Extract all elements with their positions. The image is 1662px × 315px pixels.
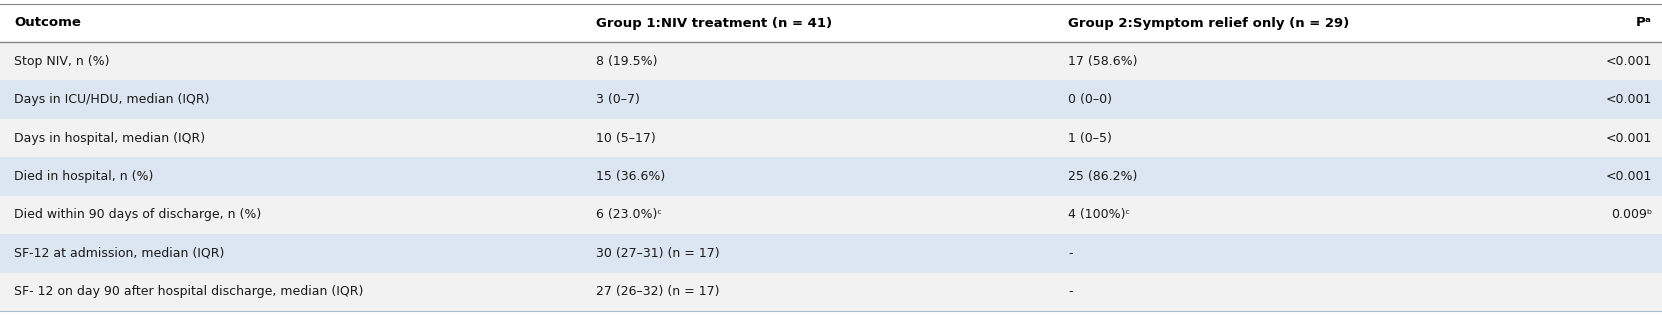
Text: 30 (27–31) (n = 17): 30 (27–31) (n = 17) <box>597 247 720 260</box>
Text: <0.001: <0.001 <box>1605 132 1652 145</box>
Text: 0 (0–0): 0 (0–0) <box>1069 93 1112 106</box>
Bar <box>0 234 1662 272</box>
Text: 17 (58.6%): 17 (58.6%) <box>1069 55 1137 68</box>
Text: 8 (19.5%): 8 (19.5%) <box>597 55 658 68</box>
Bar <box>0 272 1662 311</box>
Bar <box>0 196 1662 234</box>
Text: 0.009ᵇ: 0.009ᵇ <box>1610 209 1652 221</box>
Text: 27 (26–32) (n = 17): 27 (26–32) (n = 17) <box>597 285 720 298</box>
Bar <box>0 80 1662 119</box>
Text: -: - <box>1069 247 1072 260</box>
Text: <0.001: <0.001 <box>1605 93 1652 106</box>
Text: Died within 90 days of discharge, n (%): Died within 90 days of discharge, n (%) <box>13 209 261 221</box>
Text: Stop NIV, n (%): Stop NIV, n (%) <box>13 55 110 68</box>
Text: Died in hospital, n (%): Died in hospital, n (%) <box>13 170 153 183</box>
Text: Days in ICU/HDU, median (IQR): Days in ICU/HDU, median (IQR) <box>13 93 209 106</box>
Text: Days in hospital, median (IQR): Days in hospital, median (IQR) <box>13 132 204 145</box>
Text: <0.001: <0.001 <box>1605 55 1652 68</box>
Bar <box>0 42 1662 80</box>
Text: SF- 12 on day 90 after hospital discharge, median (IQR): SF- 12 on day 90 after hospital discharg… <box>13 285 364 298</box>
Bar <box>0 157 1662 196</box>
Text: 25 (86.2%): 25 (86.2%) <box>1069 170 1137 183</box>
Text: 3 (0–7): 3 (0–7) <box>597 93 640 106</box>
Text: -: - <box>1069 285 1072 298</box>
Text: <0.001: <0.001 <box>1605 170 1652 183</box>
Text: 1 (0–5): 1 (0–5) <box>1069 132 1112 145</box>
Text: Outcome: Outcome <box>13 16 81 30</box>
Text: Group 2:Symptom relief only (n = 29): Group 2:Symptom relief only (n = 29) <box>1069 16 1350 30</box>
Bar <box>0 4 1662 42</box>
Text: 15 (36.6%): 15 (36.6%) <box>597 170 665 183</box>
Text: 6 (23.0%)ᶜ: 6 (23.0%)ᶜ <box>597 209 661 221</box>
Text: Group 1:NIV treatment (n = 41): Group 1:NIV treatment (n = 41) <box>597 16 833 30</box>
Text: 4 (100%)ᶜ: 4 (100%)ᶜ <box>1069 209 1130 221</box>
Bar <box>0 119 1662 157</box>
Text: Pᵃ: Pᵃ <box>1635 16 1652 30</box>
Text: SF-12 at admission, median (IQR): SF-12 at admission, median (IQR) <box>13 247 224 260</box>
Text: 10 (5–17): 10 (5–17) <box>597 132 656 145</box>
